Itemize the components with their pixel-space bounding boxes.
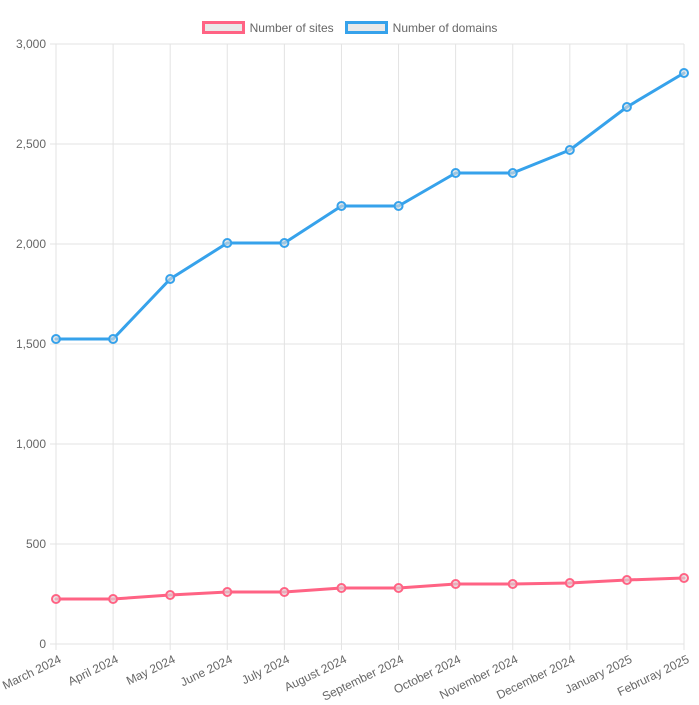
data-point[interactable] bbox=[222, 587, 233, 597]
x-tick-label: May 2024 bbox=[124, 652, 178, 688]
legend-swatch bbox=[201, 21, 245, 34]
data-point[interactable] bbox=[165, 274, 176, 284]
legend-label: Number of sites bbox=[249, 20, 334, 35]
data-point[interactable] bbox=[336, 583, 347, 593]
data-point[interactable] bbox=[393, 583, 404, 593]
data-point[interactable] bbox=[564, 145, 575, 155]
data-point[interactable] bbox=[507, 579, 518, 589]
data-point[interactable] bbox=[679, 68, 689, 78]
x-tick-label: March 2024 bbox=[0, 652, 63, 693]
legend-swatch bbox=[344, 21, 388, 34]
data-point[interactable] bbox=[507, 168, 518, 178]
y-tick-label: 500 bbox=[26, 537, 46, 551]
y-tick-label: 1,000 bbox=[16, 437, 46, 451]
series-line-1 bbox=[54, 71, 686, 341]
legend-item-0[interactable]: Number of sites bbox=[201, 20, 334, 35]
y-tick-label: 0 bbox=[39, 637, 46, 651]
x-tick-label: June 2024 bbox=[178, 652, 235, 689]
data-point[interactable] bbox=[679, 573, 689, 583]
data-point[interactable] bbox=[108, 594, 119, 604]
data-point[interactable] bbox=[393, 201, 404, 211]
x-tick-label: April 2024 bbox=[66, 652, 121, 688]
legend-item-1[interactable]: Number of domains bbox=[344, 20, 498, 35]
data-point[interactable] bbox=[108, 334, 119, 344]
data-point[interactable] bbox=[222, 238, 233, 248]
y-tick-label: 2,000 bbox=[16, 237, 46, 251]
legend-label: Number of domains bbox=[392, 20, 498, 35]
data-point[interactable] bbox=[279, 587, 290, 597]
data-point[interactable] bbox=[51, 334, 61, 344]
data-point[interactable] bbox=[621, 102, 632, 112]
data-point[interactable] bbox=[450, 579, 461, 589]
series-line-0 bbox=[54, 576, 686, 601]
data-point[interactable] bbox=[279, 238, 290, 248]
data-point[interactable] bbox=[621, 575, 632, 585]
y-tick-label: 1,500 bbox=[16, 337, 46, 351]
data-point[interactable] bbox=[165, 590, 176, 600]
y-tick-label: 3,000 bbox=[16, 37, 46, 51]
y-tick-label: 2,500 bbox=[16, 137, 46, 151]
chart-legend: Number of sites Number of domains bbox=[0, 21, 699, 34]
data-point[interactable] bbox=[450, 168, 461, 178]
data-point[interactable] bbox=[564, 578, 575, 588]
data-point[interactable] bbox=[336, 201, 347, 211]
data-point[interactable] bbox=[51, 594, 61, 604]
